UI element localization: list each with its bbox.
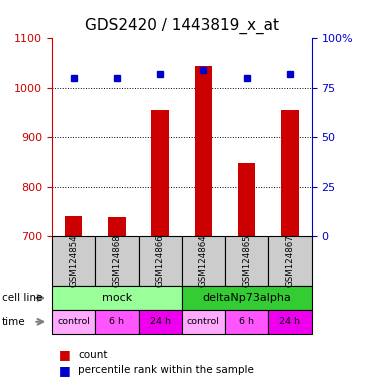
Text: 24 h: 24 h [150, 317, 171, 326]
Bar [151, 110, 169, 236]
Text: GSM124866: GSM124866 [156, 235, 165, 288]
Text: time: time [2, 317, 26, 327]
Bar [238, 163, 255, 236]
Text: control: control [57, 317, 90, 326]
Text: count: count [78, 350, 108, 360]
Bar [281, 110, 299, 236]
Bar [65, 217, 82, 236]
Text: 6 h: 6 h [109, 317, 124, 326]
Text: 24 h: 24 h [279, 317, 301, 326]
Text: cell line: cell line [2, 293, 42, 303]
Text: ■: ■ [59, 364, 71, 377]
Text: ■: ■ [59, 348, 71, 361]
Bar [195, 66, 212, 236]
Text: deltaNp73alpha: deltaNp73alpha [202, 293, 291, 303]
Text: GSM124854: GSM124854 [69, 235, 78, 288]
Text: GSM124864: GSM124864 [199, 235, 208, 288]
Text: GSM124865: GSM124865 [242, 235, 251, 288]
Text: GSM124867: GSM124867 [286, 235, 295, 288]
Text: percentile rank within the sample: percentile rank within the sample [78, 365, 254, 375]
Bar [108, 217, 125, 236]
Title: GDS2420 / 1443819_x_at: GDS2420 / 1443819_x_at [85, 18, 279, 34]
Text: mock: mock [102, 293, 132, 303]
Text: GSM124868: GSM124868 [112, 235, 121, 288]
Text: control: control [187, 317, 220, 326]
Text: 6 h: 6 h [239, 317, 254, 326]
